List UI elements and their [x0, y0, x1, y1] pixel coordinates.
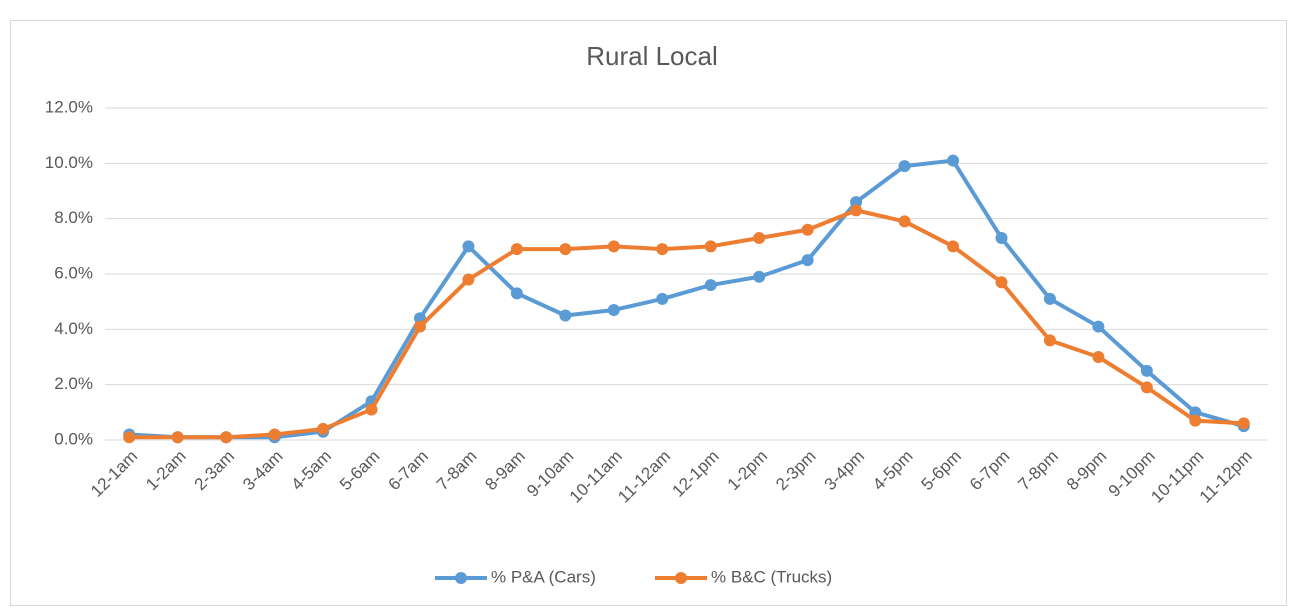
- series-marker: [1092, 320, 1105, 333]
- series-marker: [559, 243, 572, 256]
- series-marker: [1140, 381, 1153, 394]
- series-marker: [1237, 417, 1250, 430]
- series-marker: [850, 204, 863, 217]
- y-tick-label: 12.0%: [45, 97, 93, 116]
- series-marker: [510, 243, 523, 256]
- y-tick-label: 2.0%: [54, 374, 93, 393]
- series-marker: [656, 292, 669, 305]
- series-marker: [850, 196, 863, 209]
- series-marker: [656, 243, 669, 256]
- y-tick-label: 8.0%: [54, 208, 93, 227]
- series-marker: [607, 303, 620, 316]
- y-tick-label: 10.0%: [45, 153, 93, 172]
- series-marker: [268, 428, 281, 441]
- series-marker: [753, 270, 766, 283]
- series-marker: [1043, 334, 1056, 347]
- series-marker: [1189, 406, 1202, 419]
- chart-title: Rural Local: [586, 41, 718, 71]
- series-marker: [1189, 414, 1202, 427]
- series-marker: [171, 431, 184, 444]
- y-tick-label: 4.0%: [54, 319, 93, 338]
- series-marker: [559, 309, 572, 322]
- series-marker: [1140, 364, 1153, 377]
- series-marker: [995, 276, 1008, 289]
- series-marker: [995, 232, 1008, 245]
- series-marker: [898, 160, 911, 173]
- series-line: [129, 208, 1244, 440]
- series-marker: [462, 273, 475, 286]
- series-marker: [947, 240, 960, 253]
- y-tick-label: 0.0%: [54, 429, 93, 448]
- series-marker: [704, 279, 717, 292]
- series-marker: [123, 431, 136, 444]
- series-line: [129, 158, 1245, 440]
- y-tick-label: 6.0%: [54, 263, 93, 282]
- series-marker: [365, 403, 378, 416]
- series-marker: [220, 431, 233, 444]
- series-marker: [704, 240, 717, 253]
- series-marker: [947, 154, 960, 167]
- series-marker: [462, 240, 475, 253]
- legend-marker: [675, 572, 687, 584]
- series-marker: [413, 320, 426, 333]
- series-marker: [753, 232, 766, 245]
- legend-label: % B&C (Trucks): [711, 567, 832, 586]
- legend-label: % P&A (Cars): [491, 567, 596, 586]
- series-marker: [1092, 351, 1105, 363]
- series-marker: [510, 287, 523, 300]
- series-marker: [801, 223, 814, 236]
- series-marker: [317, 422, 330, 435]
- series-marker: [898, 215, 911, 228]
- legend-marker: [455, 572, 467, 584]
- series-marker: [1043, 292, 1056, 305]
- series-marker: [607, 240, 620, 253]
- series-marker: [801, 254, 814, 267]
